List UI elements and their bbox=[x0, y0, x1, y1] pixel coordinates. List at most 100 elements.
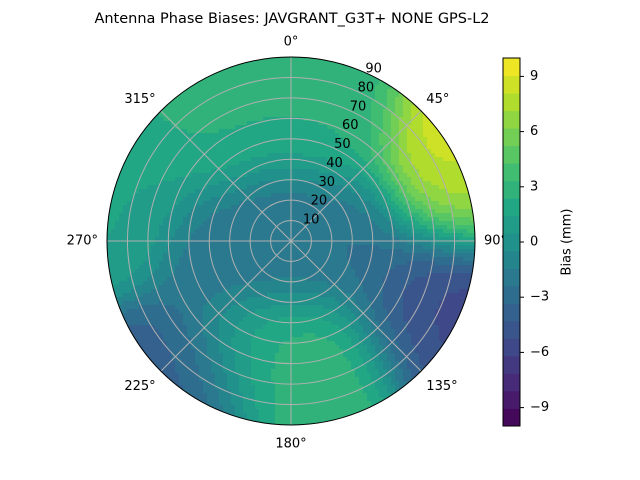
bias-cell bbox=[307, 277, 312, 282]
bias-cell bbox=[175, 129, 180, 134]
bias-cell bbox=[391, 177, 396, 182]
bias-cell bbox=[203, 113, 208, 118]
bias-cell bbox=[451, 245, 456, 250]
bias-cell bbox=[243, 277, 248, 282]
bias-cell bbox=[383, 233, 388, 238]
bias-cell bbox=[275, 301, 280, 306]
bias-cell bbox=[119, 261, 124, 266]
bias-cell bbox=[119, 241, 124, 246]
bias-cell bbox=[259, 229, 264, 234]
bias-cell bbox=[271, 245, 276, 250]
bias-cell bbox=[107, 213, 112, 218]
bias-cell bbox=[319, 121, 324, 126]
bias-cell bbox=[275, 177, 280, 182]
bias-cell bbox=[251, 113, 256, 118]
bias-cell bbox=[191, 297, 196, 302]
bias-cell bbox=[367, 129, 372, 134]
bias-cell bbox=[355, 69, 360, 74]
bias-cell bbox=[443, 145, 448, 150]
bias-cell bbox=[283, 161, 288, 166]
bias-cell bbox=[395, 277, 400, 282]
bias-cell bbox=[223, 181, 228, 186]
bias-cell bbox=[355, 109, 360, 114]
bias-cell bbox=[119, 253, 124, 258]
bias-cell bbox=[243, 209, 248, 214]
bias-cell bbox=[203, 293, 208, 298]
bias-cell bbox=[271, 237, 276, 242]
bias-cell bbox=[183, 201, 188, 206]
bias-cell bbox=[351, 69, 356, 74]
bias-cell bbox=[359, 105, 364, 110]
bias-cell bbox=[271, 69, 276, 74]
bias-cell bbox=[275, 257, 280, 262]
bias-cell bbox=[375, 133, 380, 138]
bias-cell bbox=[323, 305, 328, 310]
bias-cell bbox=[439, 277, 444, 282]
bias-cell bbox=[187, 145, 192, 150]
bias-cell bbox=[219, 121, 224, 126]
bias-cell bbox=[427, 185, 432, 190]
bias-cell bbox=[279, 65, 284, 70]
bias-cell bbox=[223, 73, 228, 78]
bias-cell bbox=[287, 109, 292, 114]
bias-cell bbox=[247, 237, 252, 242]
bias-cell bbox=[255, 93, 260, 98]
bias-cell bbox=[267, 145, 272, 150]
bias-cell bbox=[199, 273, 204, 278]
bias-cell bbox=[379, 277, 384, 282]
bias-cell bbox=[283, 257, 288, 262]
bias-cell bbox=[343, 277, 348, 282]
bias-cell bbox=[115, 257, 120, 262]
bias-cell bbox=[231, 281, 236, 286]
bias-cell bbox=[231, 193, 236, 198]
bias-cell bbox=[147, 133, 152, 138]
bias-cell bbox=[263, 233, 268, 238]
bias-cell bbox=[155, 261, 160, 266]
bias-cell bbox=[383, 201, 388, 206]
bias-cell bbox=[355, 157, 360, 162]
bias-cell bbox=[159, 145, 164, 150]
bias-cell bbox=[267, 253, 272, 258]
bias-cell bbox=[451, 269, 456, 274]
bias-cell bbox=[275, 233, 280, 238]
bias-cell bbox=[275, 197, 280, 202]
bias-cell bbox=[307, 185, 312, 190]
bias-cell bbox=[355, 209, 360, 214]
bias-cell bbox=[283, 241, 288, 246]
bias-cell bbox=[127, 161, 132, 166]
bias-cell bbox=[199, 169, 204, 174]
bias-cell bbox=[251, 193, 256, 198]
bias-cell bbox=[391, 257, 396, 262]
bias-cell bbox=[395, 149, 400, 154]
bias-cell bbox=[443, 305, 448, 310]
bias-cell bbox=[387, 153, 392, 158]
bias-cell bbox=[379, 241, 384, 246]
bias-cell bbox=[463, 237, 468, 242]
bias-cell bbox=[299, 225, 304, 230]
bias-cell bbox=[163, 121, 168, 126]
bias-cell bbox=[403, 145, 408, 150]
bias-cell bbox=[295, 129, 300, 134]
bias-cell bbox=[251, 281, 256, 286]
bias-cell bbox=[383, 301, 388, 306]
bias-cell bbox=[419, 121, 424, 126]
bias-cell bbox=[135, 285, 140, 290]
bias-cell bbox=[395, 185, 400, 190]
bias-cell bbox=[379, 225, 384, 230]
bias-cell bbox=[359, 101, 364, 106]
bias-cell bbox=[327, 73, 332, 78]
bias-cell bbox=[155, 213, 160, 218]
bias-cell bbox=[463, 201, 468, 206]
bias-cell bbox=[311, 129, 316, 134]
bias-cell bbox=[323, 129, 328, 134]
bias-cell bbox=[447, 253, 452, 258]
bias-cell bbox=[147, 129, 152, 134]
bias-cell bbox=[351, 197, 356, 202]
bias-cell bbox=[219, 213, 224, 218]
bias-cell bbox=[467, 205, 472, 210]
bias-cell bbox=[179, 217, 184, 222]
bias-cell bbox=[179, 97, 184, 102]
bias-cell bbox=[203, 97, 208, 102]
bias-cell bbox=[147, 297, 152, 302]
bias-cell bbox=[243, 253, 248, 258]
